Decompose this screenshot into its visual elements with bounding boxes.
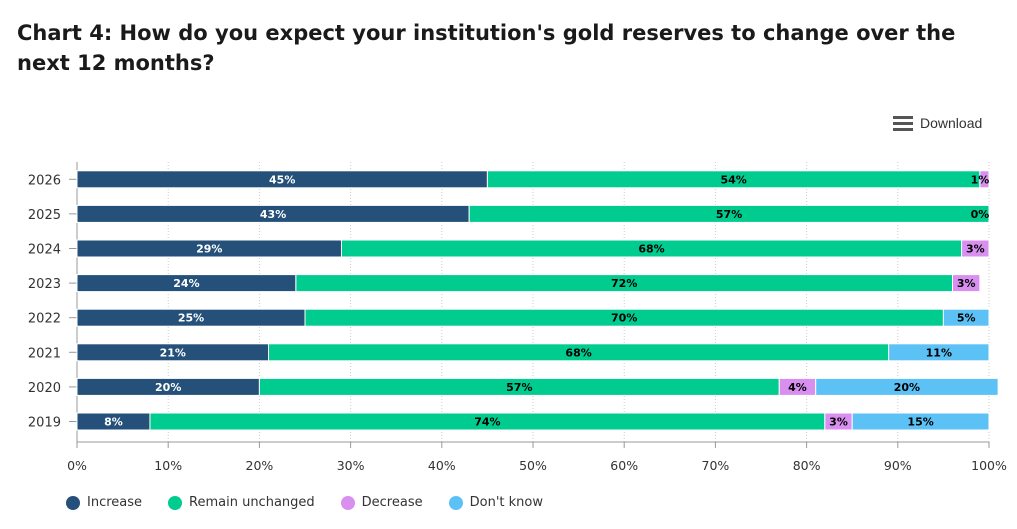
y-tick-label: 2026 <box>28 173 61 188</box>
data-label: 20% <box>155 381 181 394</box>
bar-segment <box>952 274 981 293</box>
data-label: 43% <box>260 208 286 221</box>
y-tick-label: 2021 <box>28 346 61 361</box>
data-label: 57% <box>506 381 532 394</box>
y-tick-label: 2025 <box>28 208 61 223</box>
bar-segment <box>815 377 999 396</box>
data-label: 74% <box>474 416 500 429</box>
y-tick-label: 2024 <box>28 243 61 258</box>
legend-item[interactable]: Remain unchanged <box>168 495 315 510</box>
data-label: 8% <box>104 416 123 429</box>
y-tick-label: 2023 <box>28 277 61 292</box>
data-label: 3% <box>966 243 985 256</box>
data-label: 24% <box>173 277 199 290</box>
data-label: 72% <box>611 277 637 290</box>
x-tick-label: 30% <box>337 458 365 473</box>
data-label: 68% <box>565 346 591 359</box>
chart-title: Chart 4: How do you expect your institut… <box>17 21 956 75</box>
legend-item[interactable]: Don't know <box>448 495 543 510</box>
x-tick-label: 60% <box>610 458 638 473</box>
legend-label: Remain unchanged <box>189 495 315 510</box>
data-label: 3% <box>829 416 848 429</box>
legend-swatch <box>448 495 463 510</box>
data-label: 29% <box>196 243 222 256</box>
legend-item[interactable]: Decrease <box>340 495 423 510</box>
data-label: 0% <box>971 208 990 221</box>
legend-item[interactable]: Increase <box>66 495 142 510</box>
legend-label: Don't know <box>469 495 543 510</box>
legend-label: Decrease <box>361 495 423 510</box>
data-label: 21% <box>160 346 186 359</box>
legend-swatch <box>340 495 355 510</box>
bar-segment <box>979 170 990 189</box>
x-tick-label: 0% <box>67 458 87 473</box>
bar-segment <box>942 308 990 327</box>
data-label: 4% <box>788 381 807 394</box>
bar-segment <box>961 239 990 258</box>
legend-swatch <box>66 495 80 510</box>
y-tick-label: 2020 <box>28 381 61 396</box>
x-tick-label: 80% <box>793 458 821 473</box>
bar-segment <box>468 204 990 223</box>
x-tick-label: 20% <box>246 458 274 473</box>
data-label: 68% <box>638 243 664 256</box>
x-tick-label: 100% <box>971 458 1007 473</box>
data-label: 11% <box>926 346 952 359</box>
data-label: 3% <box>957 277 976 290</box>
legend: Increase Remain unchanged Decrease Don't kn… <box>66 495 569 510</box>
data-label: 1% <box>971 173 990 186</box>
data-label: 15% <box>907 416 933 429</box>
download-button[interactable]: Download <box>893 113 982 133</box>
x-tick-label: 10% <box>154 458 182 473</box>
x-tick-label: 90% <box>884 458 912 473</box>
data-label: 70% <box>611 312 637 325</box>
legend-label: Increase <box>87 495 143 510</box>
download-label: Download <box>920 115 983 131</box>
data-label: 54% <box>720 173 746 186</box>
menu-icon <box>893 116 913 131</box>
bar-segment <box>888 343 990 362</box>
legend-swatch <box>168 495 183 510</box>
data-label: 25% <box>178 312 204 325</box>
stacked-bar-chart: 0% 10% 20% 30% 40% 50% 60% 70% 80% 90% 100% 2026 45%… <box>28 162 1007 473</box>
data-label: 57% <box>716 208 742 221</box>
bar-segment <box>851 412 990 431</box>
data-label: 45% <box>269 173 295 186</box>
data-label: 20% <box>894 381 920 394</box>
y-tick-label: 2022 <box>28 312 61 327</box>
y-tick-label: 2019 <box>28 416 61 431</box>
x-tick-label: 40% <box>428 458 456 473</box>
data-label: 5% <box>957 312 976 325</box>
x-tick-label: 70% <box>702 458 730 473</box>
x-tick-label: 50% <box>519 458 547 473</box>
